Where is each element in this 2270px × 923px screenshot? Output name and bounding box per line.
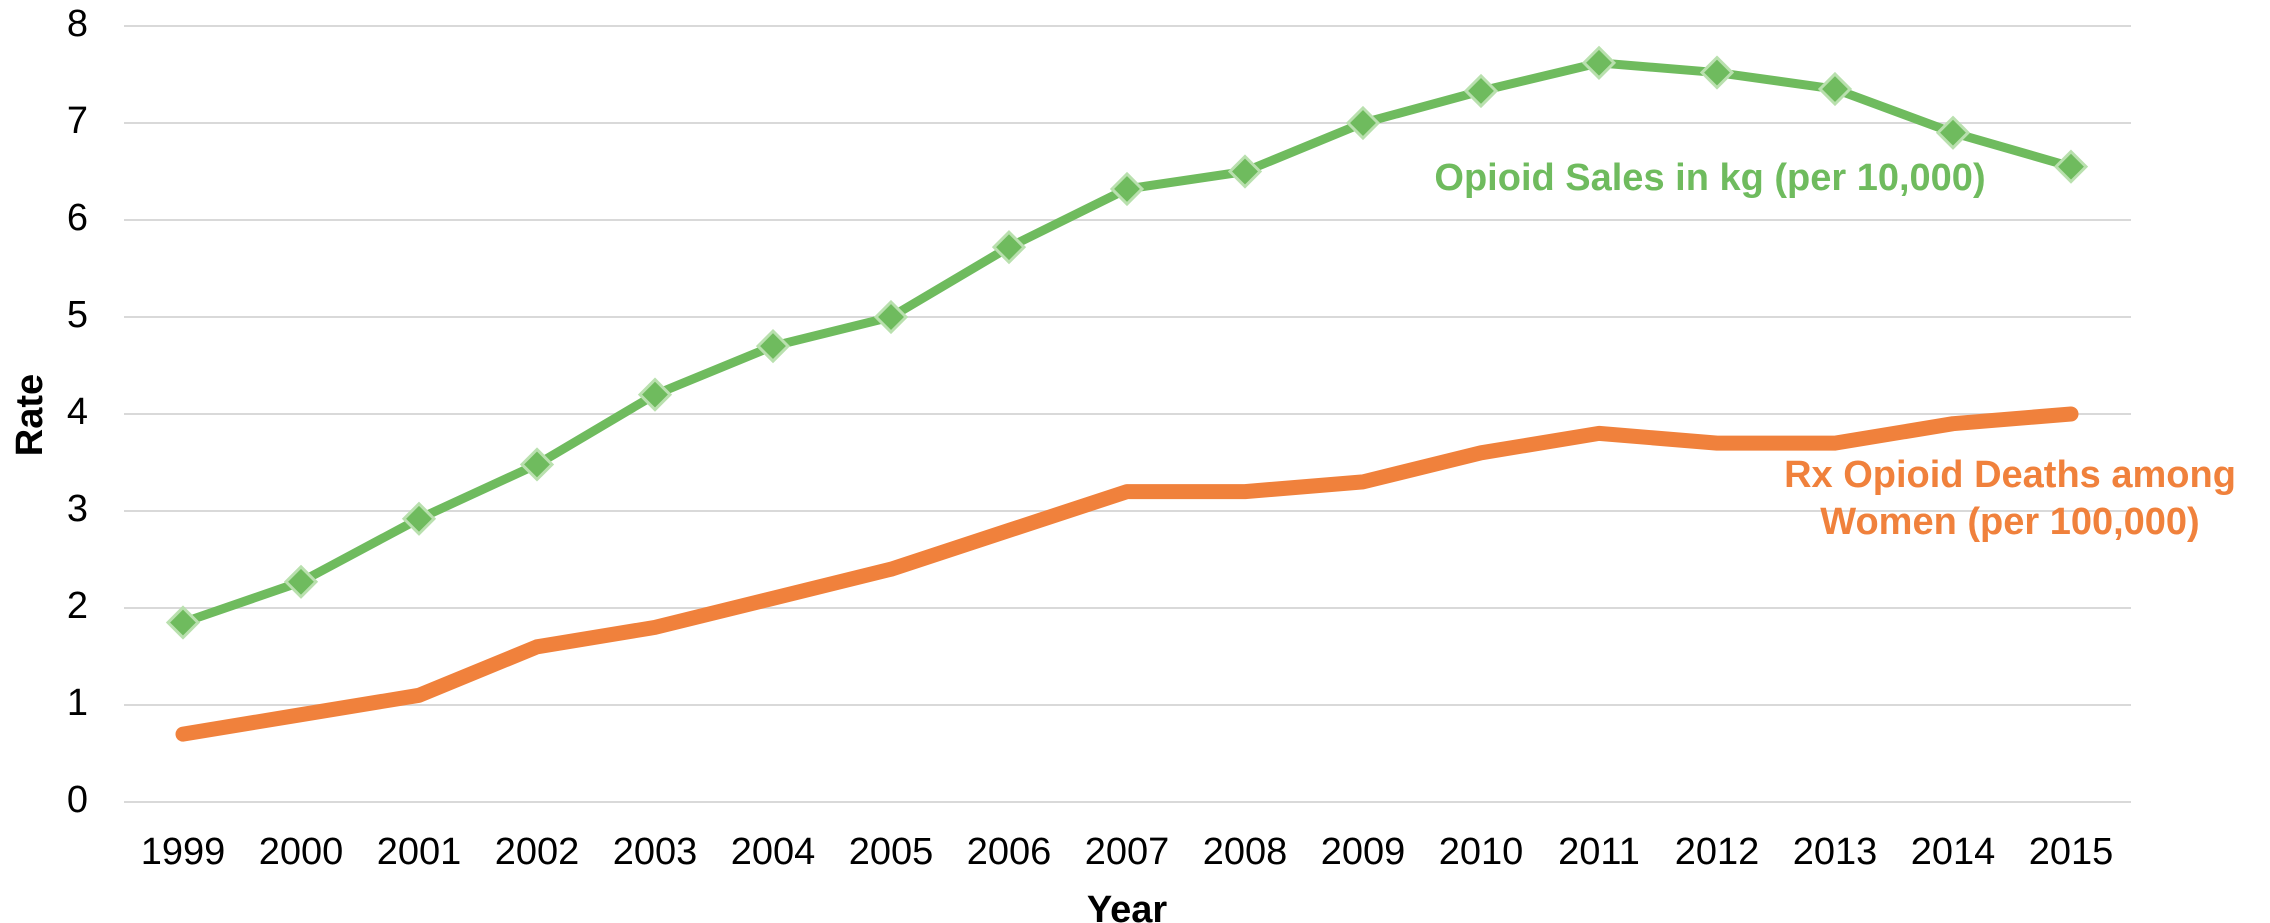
x-tick-label: 2006 [967, 831, 1052, 873]
y-tick-label: 5 [67, 294, 88, 336]
x-tick-label: 2004 [731, 831, 816, 873]
y-axis-label: Rate [9, 374, 51, 456]
x-tick-label: 2012 [1675, 831, 1760, 873]
point-marker [165, 605, 201, 640]
point-marker [755, 328, 791, 364]
x-tick-label: 2003 [613, 831, 698, 873]
x-tick-label: 2007 [1085, 831, 1170, 873]
y-tick-label: 7 [67, 100, 88, 142]
y-tick-label: 3 [67, 488, 88, 530]
point-marker [1345, 105, 1381, 141]
point-marker [1109, 171, 1145, 207]
x-tick-label: 2015 [2029, 831, 2114, 873]
x-axis-label: Year [1087, 889, 1168, 923]
y-tick-label: 6 [67, 197, 88, 239]
x-tick-label: 2011 [1558, 831, 1640, 873]
x-tick-label: 2000 [259, 831, 344, 873]
point-marker [991, 230, 1027, 265]
point-marker [2053, 149, 2089, 184]
series-line [175, 406, 2079, 742]
point-marker [1817, 71, 1853, 107]
y-tick-label: 4 [67, 391, 88, 433]
x-tick-label: 2008 [1203, 831, 1288, 873]
x-tick-label: 2010 [1439, 831, 1524, 873]
point-marker [283, 564, 319, 599]
x-tick-label: 2014 [1911, 831, 1996, 873]
point-marker [1463, 73, 1499, 109]
x-tick-label: 2013 [1793, 831, 1878, 873]
y-tick-label: 1 [67, 682, 88, 724]
point-marker [1581, 45, 1617, 80]
point-marker [401, 501, 437, 536]
x-tick-label: 2001 [377, 831, 462, 873]
series-label: Opioid Sales in kg (per 10,000) [1434, 157, 1986, 199]
point-marker [1227, 154, 1263, 189]
y-tick-label: 0 [67, 779, 88, 821]
point-marker [873, 299, 909, 335]
point-marker [1935, 115, 1971, 150]
x-tick-label: 1999 [141, 831, 226, 873]
x-tick-label: 2009 [1321, 831, 1406, 873]
series-label: Rx Opioid Deaths among Women (per 100,00… [1784, 454, 2236, 543]
x-tick-label: 2002 [495, 831, 580, 873]
y-tick-label: 8 [67, 3, 88, 45]
point-marker [637, 377, 673, 412]
y-tick-label: 2 [67, 585, 88, 627]
point-marker [519, 447, 555, 482]
point-marker [1699, 55, 1735, 90]
x-tick-label: 2005 [849, 831, 934, 873]
